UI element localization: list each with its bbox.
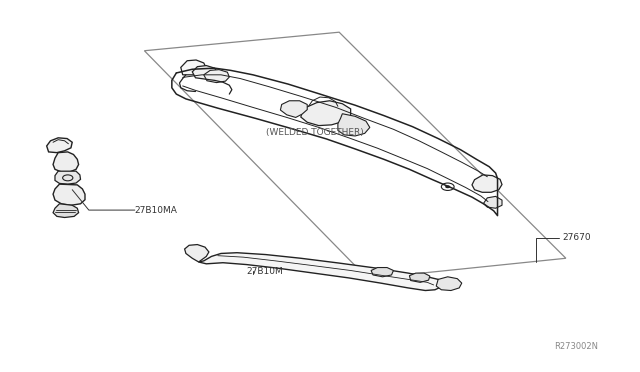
Text: 27B10MA: 27B10MA (135, 206, 178, 215)
Polygon shape (180, 60, 206, 75)
Polygon shape (47, 138, 72, 153)
Polygon shape (53, 152, 79, 172)
Polygon shape (192, 65, 218, 79)
Text: R273002N: R273002N (554, 342, 598, 351)
Polygon shape (184, 244, 209, 262)
Text: 27670: 27670 (563, 233, 591, 243)
Polygon shape (280, 101, 307, 118)
Polygon shape (338, 114, 370, 136)
Polygon shape (53, 204, 79, 218)
Polygon shape (410, 273, 430, 282)
Polygon shape (53, 184, 85, 205)
Text: 27B10M: 27B10M (246, 267, 284, 276)
Polygon shape (301, 101, 351, 126)
Circle shape (445, 185, 451, 188)
Polygon shape (204, 70, 229, 83)
Polygon shape (472, 175, 502, 192)
Polygon shape (55, 171, 81, 184)
Polygon shape (436, 277, 462, 291)
Polygon shape (483, 196, 502, 208)
Polygon shape (198, 253, 443, 291)
Polygon shape (371, 267, 394, 277)
Text: (WELDED TOGETHER): (WELDED TOGETHER) (266, 128, 364, 137)
